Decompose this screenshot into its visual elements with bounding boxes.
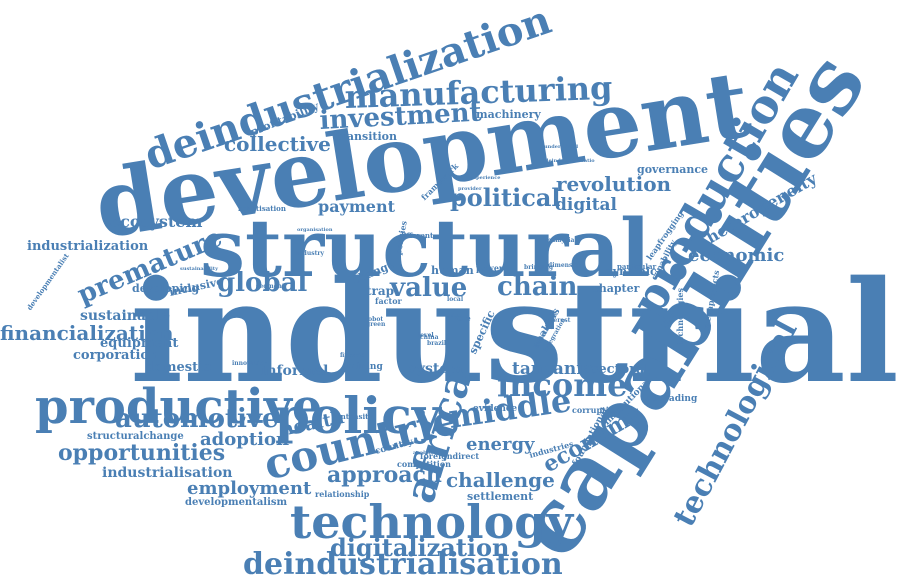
word: opportunities xyxy=(58,439,226,466)
word: policy xyxy=(275,386,441,445)
word: organisation xyxy=(297,227,333,234)
word: financialization xyxy=(0,321,174,346)
word: competition xyxy=(397,458,451,469)
word: undermined xyxy=(544,144,579,151)
word: industrialisation xyxy=(102,465,233,482)
word: structuralchange xyxy=(87,431,184,443)
word: particular xyxy=(617,261,657,271)
word: governance xyxy=(637,163,709,177)
word: developmentalism xyxy=(185,497,288,509)
word: brazil xyxy=(427,340,447,348)
word: developmentalist xyxy=(24,251,71,312)
word: provider xyxy=(458,186,482,193)
word: ecosystem xyxy=(110,211,203,231)
word: transition xyxy=(336,130,397,144)
word: adoption xyxy=(200,428,290,450)
word: tanzania xyxy=(512,358,594,379)
word: industry xyxy=(296,250,324,258)
word: local xyxy=(447,296,464,304)
word: robot xyxy=(365,316,384,324)
word: power xyxy=(476,262,504,273)
word: level xyxy=(418,332,434,340)
word: relationship xyxy=(315,488,370,499)
word: equipment xyxy=(100,335,179,351)
word: developing xyxy=(132,282,200,296)
word: malaysia xyxy=(545,237,575,245)
word: machinery xyxy=(476,108,541,122)
word: trap xyxy=(366,283,395,298)
word: informal xyxy=(261,363,329,380)
word: sustainable xyxy=(80,308,171,325)
word: technology xyxy=(290,495,574,550)
word: sustainability xyxy=(180,266,218,273)
word: dimension xyxy=(548,262,584,270)
word: revolution xyxy=(556,172,672,197)
word: corruption xyxy=(572,404,620,415)
word: chain xyxy=(497,271,578,302)
word: green xyxy=(366,321,386,329)
word: gvcs xyxy=(446,312,461,320)
word: economic xyxy=(688,244,785,266)
word: system xyxy=(409,361,464,378)
word: digitalization xyxy=(330,533,510,563)
word: deindustrialisation xyxy=(243,547,563,581)
word: chapter xyxy=(592,282,640,296)
word: digital xyxy=(555,194,618,215)
word: interest xyxy=(544,317,571,325)
word: productive xyxy=(35,378,323,435)
word: investment xyxy=(318,97,483,136)
word: industrialization xyxy=(27,238,149,254)
word: upgrading xyxy=(645,393,698,404)
word: value xyxy=(390,272,468,303)
word: finance xyxy=(340,352,365,360)
word: segment xyxy=(256,283,285,291)
word: corporation xyxy=(73,347,159,363)
word: approach xyxy=(327,461,442,488)
word: structural xyxy=(200,200,651,295)
word: china xyxy=(420,334,439,342)
word: global xyxy=(217,267,308,298)
word: factor xyxy=(375,295,402,306)
word: experience xyxy=(470,175,501,182)
word: foreigndirect xyxy=(420,450,480,461)
word: role xyxy=(453,312,471,323)
word: automotive xyxy=(115,403,279,434)
word: employment xyxy=(187,477,312,499)
word: sectoral xyxy=(591,361,650,377)
word: different xyxy=(399,230,434,240)
word: mining xyxy=(347,361,383,372)
word: human xyxy=(431,264,474,278)
word: innovation xyxy=(232,360,268,368)
word: challenge xyxy=(446,468,555,493)
word: collective xyxy=(224,132,331,157)
word: income xyxy=(497,366,628,405)
word: deindustrialisatio xyxy=(545,158,595,165)
word: settlement xyxy=(467,490,534,504)
word: evidence xyxy=(473,403,518,414)
word: political xyxy=(450,183,561,213)
word: energy xyxy=(466,433,535,455)
word: robotisation xyxy=(238,203,286,213)
word: analyse xyxy=(413,450,434,457)
word: bringing xyxy=(524,264,554,272)
word: payment xyxy=(318,196,395,216)
word: intensity xyxy=(338,411,373,421)
word: technologies xyxy=(674,287,685,345)
word: domestic xyxy=(145,359,211,375)
word: dynamic xyxy=(605,265,657,279)
word: industrial xyxy=(130,250,899,415)
